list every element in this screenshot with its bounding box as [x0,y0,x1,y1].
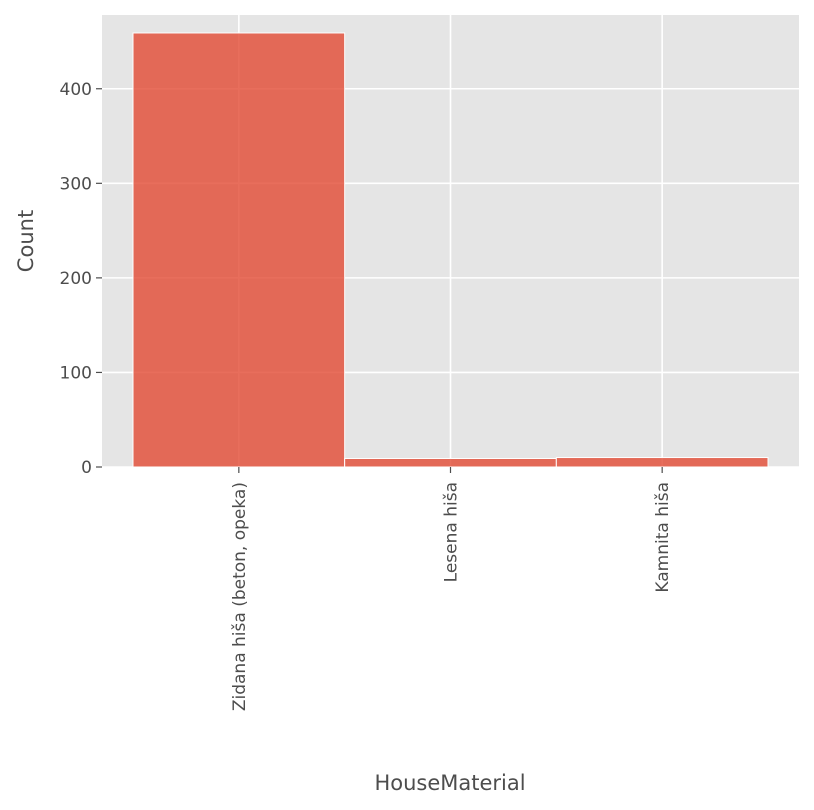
x-tick-label: Lesena hiša [442,482,462,582]
bar [344,457,557,468]
y-tick-label: 300 [60,174,92,194]
bars [132,32,769,468]
y-axis-ticks: 0 100 200 300 400 [60,80,102,478]
y-tick-label: 400 [60,80,92,100]
x-tick-label: Kamnita hiša [653,482,673,593]
y-tick-label: 100 [60,363,92,383]
bar [132,32,346,468]
bar [555,457,769,468]
y-axis-label: Count [14,210,38,272]
x-axis-ticks: Zidana hiša (beton, opeka) Lesena hiša Kam… [230,467,673,711]
y-tick-label: 200 [60,269,92,289]
x-axis-label: HouseMaterial [374,771,525,795]
y-tick-label: 0 [81,458,92,478]
x-tick-label: Zidana hiša (beton, opeka) [230,482,250,711]
